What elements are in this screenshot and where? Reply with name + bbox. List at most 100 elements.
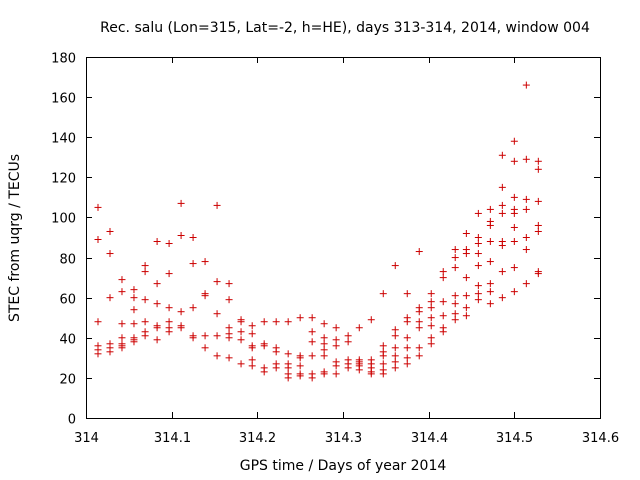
x-tick-label: 314.5 xyxy=(496,431,533,446)
data-point xyxy=(522,195,530,203)
data-point xyxy=(367,316,375,324)
data-point xyxy=(403,318,411,326)
data-point xyxy=(284,374,292,382)
data-point xyxy=(391,262,399,270)
data-point xyxy=(248,344,256,352)
data-point xyxy=(320,346,328,354)
data-point xyxy=(486,238,494,246)
data-point xyxy=(237,318,245,326)
data-point xyxy=(189,234,197,241)
data-point xyxy=(451,310,459,318)
y-axis: 0 20 40 60 80 100 120 140 160 180 xyxy=(51,52,600,428)
data-point xyxy=(320,370,328,378)
data-point xyxy=(510,137,518,145)
data-point xyxy=(510,238,518,246)
data-point xyxy=(498,201,506,209)
data-point xyxy=(248,356,256,364)
data-point xyxy=(153,336,161,344)
data-point xyxy=(213,332,221,340)
data-point xyxy=(510,288,518,296)
data-point xyxy=(201,292,209,300)
data-point xyxy=(213,201,221,209)
data-point xyxy=(486,258,494,266)
data-point xyxy=(403,344,411,352)
data-point xyxy=(225,280,233,288)
data-point xyxy=(201,344,209,352)
data-point xyxy=(308,328,316,336)
data-point xyxy=(379,360,387,368)
data-point xyxy=(462,292,470,300)
data-point xyxy=(427,314,435,322)
data-point xyxy=(225,354,233,362)
data-point xyxy=(141,318,149,326)
data-point xyxy=(177,308,185,316)
data-point xyxy=(153,280,161,288)
data-point xyxy=(225,334,233,342)
data-point xyxy=(296,354,304,362)
data-point xyxy=(474,262,482,270)
data-point xyxy=(415,248,423,256)
y-tick-label: 100 xyxy=(51,212,76,227)
data-point xyxy=(332,362,340,370)
data-point xyxy=(486,221,494,229)
data-point xyxy=(153,238,161,246)
data-point xyxy=(510,223,518,231)
data-point xyxy=(248,330,256,338)
data-point xyxy=(451,246,459,254)
data-point xyxy=(510,193,518,201)
data-point xyxy=(391,332,399,340)
data-point xyxy=(498,209,506,217)
data-point xyxy=(165,318,173,326)
data-point xyxy=(498,151,506,159)
x-tick-label: 314 xyxy=(74,431,99,446)
data-point xyxy=(237,336,245,344)
data-point xyxy=(320,334,328,342)
data-point xyxy=(379,342,387,350)
y-tick-label: 160 xyxy=(51,92,76,107)
data-point xyxy=(106,348,114,356)
data-point xyxy=(391,344,399,352)
data-point xyxy=(391,326,399,334)
data-point xyxy=(534,270,542,278)
data-point xyxy=(213,310,221,318)
data-point xyxy=(165,328,173,336)
data-point xyxy=(248,362,256,370)
data-point xyxy=(474,250,482,258)
data-point xyxy=(284,318,292,326)
data-point xyxy=(522,246,530,254)
data-point xyxy=(522,155,530,163)
data-point xyxy=(213,352,221,360)
data-point xyxy=(177,324,185,332)
y-axis-label: STEC from uqrg / TECUs xyxy=(7,154,23,322)
data-point xyxy=(130,306,138,314)
data-point xyxy=(284,364,292,372)
data-point xyxy=(415,352,423,360)
data-point xyxy=(296,372,304,380)
data-point xyxy=(486,280,494,288)
data-point xyxy=(415,344,423,352)
y-tick-label: 20 xyxy=(59,373,76,388)
data-point xyxy=(403,360,411,368)
data-point xyxy=(391,364,399,372)
data-point xyxy=(367,370,375,378)
data-point xyxy=(106,250,114,258)
x-tick-label: 314.1 xyxy=(154,431,191,446)
x-tick-label: 314.4 xyxy=(411,431,448,446)
data-point xyxy=(355,324,363,332)
data-point xyxy=(474,290,482,298)
data-point xyxy=(403,290,411,298)
data-point xyxy=(106,294,114,302)
x-axis: 314 314.1 314.2 314.3 314.4 314.5 314.6 xyxy=(74,57,619,446)
y-tick-label: 0 xyxy=(68,413,76,428)
data-point xyxy=(379,370,387,378)
data-point xyxy=(427,304,435,312)
data-point xyxy=(237,328,245,336)
data-point xyxy=(189,304,197,312)
data-point xyxy=(379,352,387,360)
data-point xyxy=(498,183,506,191)
data-point xyxy=(177,199,185,207)
data-point xyxy=(201,258,209,266)
data-point xyxy=(272,364,280,372)
data-point xyxy=(462,250,470,258)
data-point xyxy=(94,318,102,326)
